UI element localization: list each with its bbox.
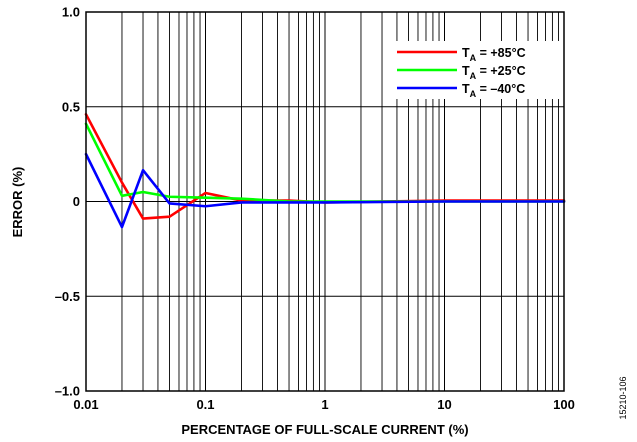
y-tick-label: –0.5 <box>55 289 80 304</box>
legend-label-2: TA = –40°C <box>462 82 525 99</box>
series-line-2 <box>84 152 566 229</box>
plot-frame <box>85 11 565 392</box>
x-tick-label: 10 <box>437 397 451 412</box>
x-tick-label: 0.01 <box>73 397 98 412</box>
x-tick-label: 100 <box>553 397 575 412</box>
legend: TA = +85°CTA = +25°CTA = –40°C <box>390 41 560 99</box>
x-tick-label: 1 <box>321 397 328 412</box>
x-axis-tick-labels: 0.01 0.1 1 10 100 <box>73 397 575 412</box>
y-axis-tick-labels: 1.0 0.5 0 –0.5 –1.0 <box>55 5 80 399</box>
x-axis-title: PERCENTAGE OF FULL-SCALE CURRENT (%) <box>181 422 468 437</box>
x-tick-label: 0.1 <box>196 397 214 412</box>
legend-label-0: TA = +85°C <box>462 46 526 63</box>
y-axis-title: ERROR (%) <box>10 167 25 238</box>
y-tick-label: 0.5 <box>62 99 80 114</box>
y-tick-label: –1.0 <box>55 384 80 399</box>
series-lines <box>84 113 566 229</box>
figure-id-label: 15210-106 <box>618 376 628 419</box>
y-tick-label: 0 <box>73 194 80 209</box>
legend-label-1: TA = +25°C <box>462 64 526 81</box>
y-tick-label: 1.0 <box>62 5 80 20</box>
